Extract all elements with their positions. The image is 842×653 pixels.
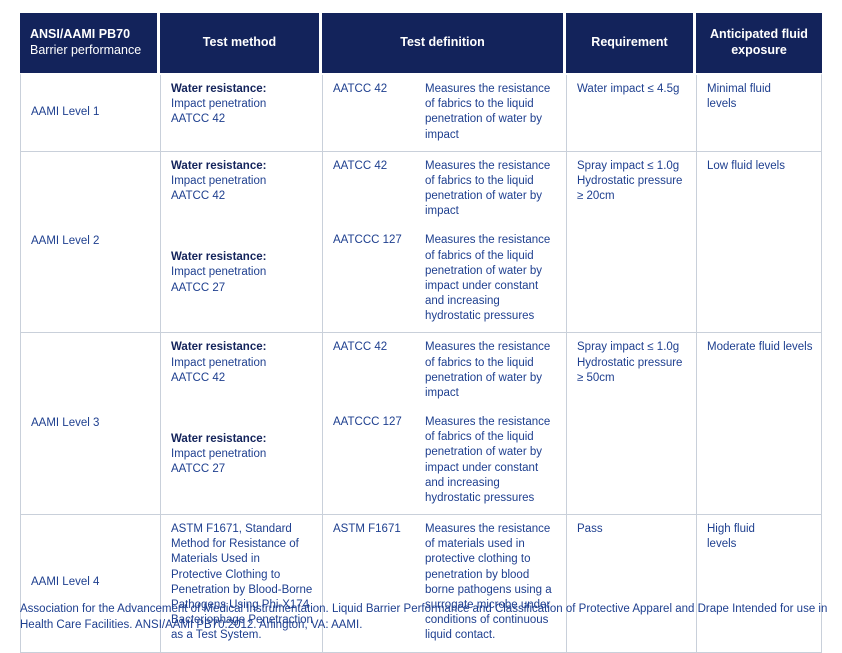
definition-text: Measures the resistance of fabrics to th… [425,159,551,218]
definition-code: ASTM F1671 [333,523,401,536]
level-cell: AAMI Level 4 [21,515,161,652]
definition-code: AATCCC 127 [333,416,402,429]
header-cell-requirement: Requirement [566,13,696,73]
exposure-cell: Moderate fluid levels [707,341,813,354]
level-cell: AAMI Level 3 [21,333,161,515]
exposure-cell: Low fluid levels [707,159,785,172]
definition-text: Measures the resistance of fabrics to th… [425,341,551,399]
level-cell: AAMI Level 2 [21,151,161,333]
table-row-level-4: AAMI Level 4 ASTM F1671, Standard Method… [21,515,821,652]
header-cell-test-method: Test method [160,13,322,73]
method-detail: Impact penetration AATCC 42 [171,356,267,384]
definition-code: AATCCC 127 [333,234,402,247]
test-definition-cell: ASTM F1671 Measures the resistance of ma… [323,515,567,652]
method-block: Water resistance: Impact penetration AAT… [171,159,314,205]
method-title: Water resistance: [171,83,267,95]
level-cell: AAMI Level 1 [21,75,161,151]
level-label: AAMI Level 4 [31,576,100,589]
table-body: AAMI Level 1 Water resistance: Impact pe… [20,73,822,653]
requirement-cell: Pass [567,515,697,652]
header-title-line1: ANSI/AAMI PB70 [30,27,131,42]
table-row-level-3: AAMI Level 3 Water resistance: Impact pe… [21,333,821,516]
header-cell-barrier-performance: ANSI/AAMI PB70 Barrier performance [20,13,160,73]
method-detail: Impact penetration AATCC 42 [171,98,267,126]
method-detail: Impact penetration AATCC 27 [171,448,267,476]
test-definition-cell: AATCC 42 Measures the resistance of fabr… [323,151,567,333]
definition-pair: AATCC 42 Measures the resistance of fabr… [333,159,558,220]
method-block: Water resistance: Impact penetration AAT… [171,340,314,386]
definition-pair: AATCC 42 Measures the resistance of fabr… [333,82,558,143]
method-block: ASTM F1671, Standard Method for Resistan… [171,522,314,643]
definition-code: AATCC 42 [333,83,388,95]
barrier-performance-table: ANSI/AAMI PB70 Barrier performance Test … [20,13,822,653]
method-title: Water resistance: [171,432,267,445]
method-title: Water resistance: [171,251,267,264]
requirement-cell: Spray impact ≤ 1.0g Hydrostatic pressure… [567,151,697,333]
method-detail: Impact penetration AATCC 42 [171,174,267,203]
header-title-line2: Barrier performance [30,43,142,57]
table-header-row: ANSI/AAMI PB70 Barrier performance Test … [20,13,822,73]
requirement-cell: Spray impact ≤ 1.0g Hydrostatic pressure… [567,333,697,515]
definition-text: Measures the resistance of materials use… [425,523,552,642]
definition-pair: AATCC 42 Measures the resistance of fabr… [333,340,558,401]
test-method-cell: Water resistance: Impact penetration AAT… [161,75,323,151]
method-title: Water resistance: [171,159,267,172]
test-definition-cell: AATCC 42 Measures the resistance of fabr… [323,75,567,151]
level-label: AAMI Level 2 [31,234,100,247]
citation-footnote: Association for the Advancement of Medic… [20,603,828,631]
level-label: AAMI Level 3 [31,416,100,429]
method-block: Water resistance: Impact penetration AAT… [171,250,314,296]
level-label: AAMI Level 1 [31,105,100,118]
table-row-level-2: AAMI Level 2 Water resistance: Impact pe… [21,151,821,334]
test-definition-cell: AATCC 42 Measures the resistance of fabr… [323,333,567,515]
test-method-cell: Water resistance: Impact penetration AAT… [161,151,323,333]
test-method-cell: ASTM F1671, Standard Method for Resistan… [161,515,323,652]
method-detail: ASTM F1671, Standard Method for Resistan… [171,523,313,642]
definition-text: Measures the resistance of fabrics to th… [425,83,551,141]
definition-text: Measures the resistance of fabrics of th… [425,416,551,504]
definition-text: Measures the resistance of fabrics of th… [425,234,551,323]
method-block: Water resistance: Impact penetration AAT… [171,82,314,128]
method-block: Water resistance: Impact penetration AAT… [171,432,314,478]
definition-pair: AATCCC 127 Measures the resistance of fa… [333,233,558,324]
exposure-cell: Minimal fluid levels [707,83,771,111]
definition-code: AATCC 42 [333,341,388,354]
header-cell-anticipated-fluid-exposure: Anticipated fluid exposure [696,13,822,73]
definition-code: AATCC 42 [333,159,388,172]
definition-pair: ASTM F1671 Measures the resistance of ma… [333,522,558,643]
method-detail: Impact penetration AATCC 27 [171,266,267,294]
definition-pair: AATCCC 127 Measures the resistance of fa… [333,415,558,506]
table-row-level-1: AAMI Level 1 Water resistance: Impact pe… [21,75,821,152]
exposure-cell: High fluid levels [707,523,755,551]
test-method-cell: Water resistance: Impact penetration AAT… [161,333,323,515]
requirement-cell: Water impact ≤ 4.5g [567,75,697,151]
header-cell-test-definition: Test definition [322,13,566,73]
method-title: Water resistance: [171,341,267,354]
